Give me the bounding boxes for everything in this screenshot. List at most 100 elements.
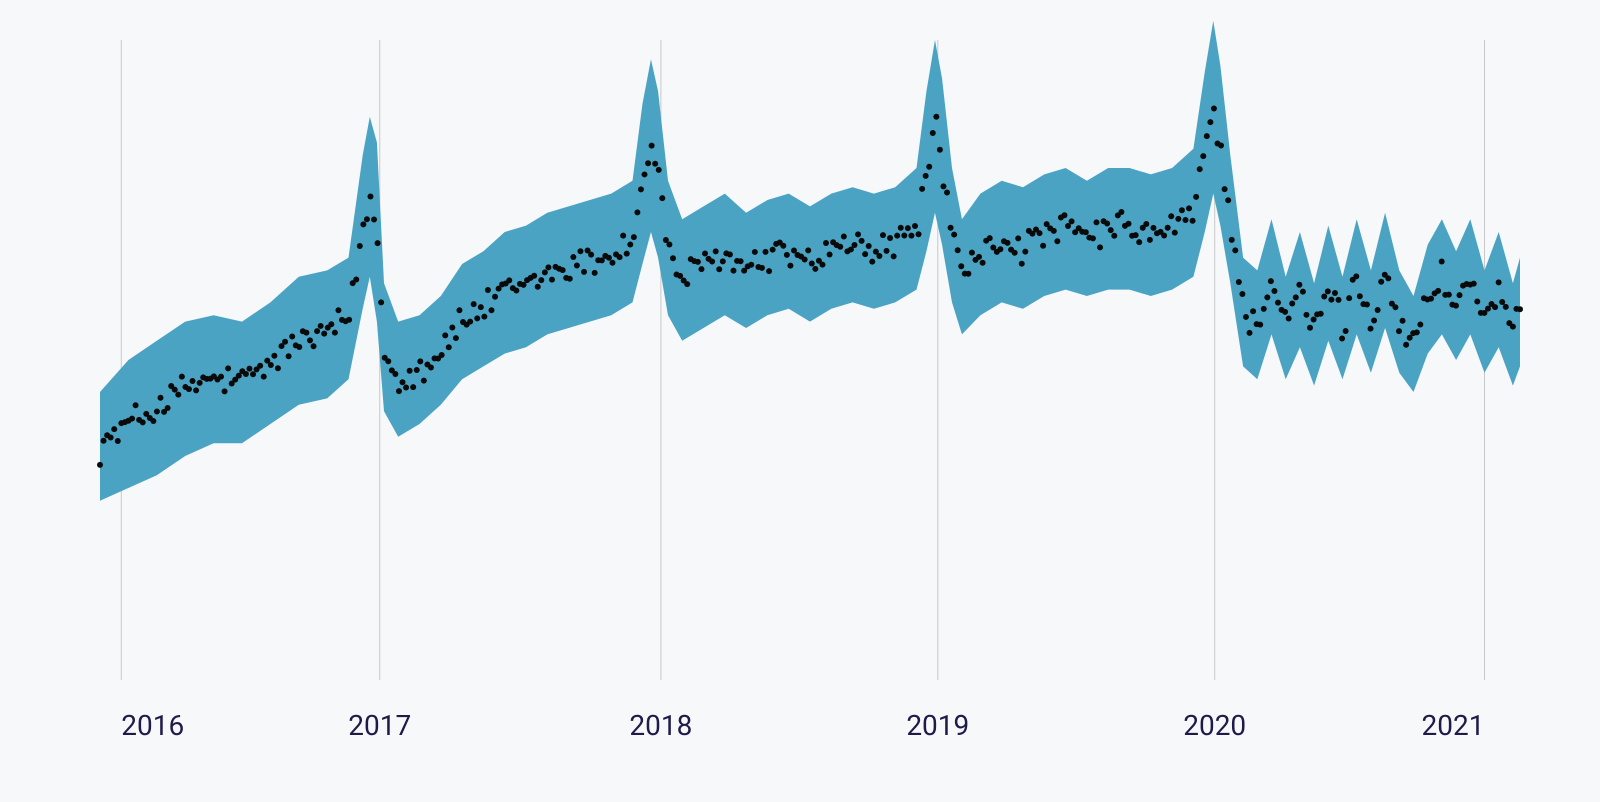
data-point bbox=[133, 402, 139, 408]
data-point bbox=[1243, 314, 1249, 320]
data-point bbox=[1510, 324, 1516, 330]
data-point bbox=[1492, 304, 1498, 310]
data-point bbox=[827, 252, 833, 258]
data-point bbox=[1289, 300, 1295, 306]
data-point bbox=[172, 387, 178, 393]
data-point bbox=[876, 253, 882, 259]
data-point bbox=[1012, 250, 1018, 256]
data-point bbox=[951, 232, 957, 238]
data-point bbox=[631, 234, 637, 240]
data-point bbox=[545, 264, 551, 270]
data-point bbox=[980, 260, 986, 266]
data-point bbox=[695, 259, 701, 265]
data-point bbox=[250, 371, 256, 377]
data-point bbox=[716, 266, 722, 272]
data-point bbox=[375, 240, 381, 246]
data-point bbox=[97, 462, 103, 468]
data-point bbox=[837, 244, 843, 250]
data-point bbox=[193, 387, 199, 393]
data-point bbox=[186, 386, 192, 392]
data-point bbox=[670, 255, 676, 261]
data-point bbox=[314, 328, 320, 334]
data-point bbox=[1247, 330, 1253, 336]
data-point bbox=[360, 221, 366, 227]
data-point bbox=[1257, 322, 1263, 328]
data-point bbox=[1303, 312, 1309, 318]
data-point bbox=[912, 223, 918, 229]
data-point bbox=[1503, 304, 1509, 310]
timeseries-chart: 201620172018201920202021 bbox=[0, 0, 1600, 802]
data-point bbox=[617, 254, 623, 260]
data-point bbox=[1392, 304, 1398, 310]
data-point bbox=[403, 385, 409, 391]
data-point bbox=[905, 225, 911, 231]
data-point bbox=[318, 323, 324, 329]
data-point bbox=[652, 161, 658, 167]
data-point bbox=[428, 364, 434, 370]
data-point bbox=[987, 235, 993, 241]
x-axis-label: 2017 bbox=[348, 709, 411, 742]
data-point bbox=[467, 319, 473, 325]
data-point bbox=[926, 164, 932, 170]
data-point bbox=[916, 231, 922, 237]
data-point bbox=[1275, 300, 1281, 306]
data-point bbox=[154, 409, 160, 415]
data-point bbox=[805, 247, 811, 253]
data-point bbox=[1517, 306, 1523, 312]
data-point bbox=[819, 262, 825, 268]
data-point bbox=[346, 317, 352, 323]
data-point bbox=[1335, 297, 1341, 303]
data-point bbox=[720, 258, 726, 264]
data-point bbox=[919, 186, 925, 192]
data-point bbox=[101, 438, 107, 444]
data-point bbox=[901, 232, 907, 238]
data-point bbox=[1318, 311, 1324, 317]
chart-container: 201620172018201920202021 bbox=[0, 0, 1600, 802]
data-point bbox=[1474, 298, 1480, 304]
data-point bbox=[748, 262, 754, 268]
data-point bbox=[1385, 275, 1391, 281]
data-point bbox=[1218, 142, 1224, 148]
data-point bbox=[759, 265, 765, 271]
data-point bbox=[1136, 239, 1142, 245]
data-point bbox=[1069, 218, 1075, 224]
data-point bbox=[1236, 279, 1242, 285]
data-point bbox=[1172, 230, 1178, 236]
data-point bbox=[150, 418, 156, 424]
data-point bbox=[1496, 279, 1502, 285]
data-point bbox=[140, 419, 146, 425]
data-point bbox=[1325, 288, 1331, 294]
data-point bbox=[1428, 296, 1434, 302]
data-point bbox=[570, 254, 576, 260]
data-point bbox=[549, 277, 555, 283]
data-point bbox=[560, 267, 566, 273]
data-point bbox=[880, 232, 886, 238]
data-point bbox=[1321, 294, 1327, 300]
data-point bbox=[478, 304, 484, 310]
data-point bbox=[1054, 238, 1060, 244]
data-point bbox=[624, 251, 630, 257]
data-point bbox=[862, 251, 868, 257]
data-point bbox=[1133, 232, 1139, 238]
data-point bbox=[542, 269, 548, 275]
data-point bbox=[1104, 220, 1110, 226]
data-point bbox=[884, 248, 890, 254]
data-point bbox=[1446, 292, 1452, 298]
data-point bbox=[666, 242, 672, 248]
data-point bbox=[111, 426, 117, 432]
data-point bbox=[449, 324, 455, 330]
data-point bbox=[268, 362, 274, 368]
data-point bbox=[1118, 209, 1124, 215]
data-point bbox=[488, 307, 494, 313]
data-point bbox=[787, 263, 793, 269]
data-point bbox=[1368, 326, 1374, 332]
data-point bbox=[158, 395, 164, 401]
data-point bbox=[1150, 225, 1156, 231]
data-point bbox=[577, 248, 583, 254]
data-point bbox=[766, 268, 772, 274]
data-point bbox=[976, 254, 982, 260]
data-point bbox=[1126, 221, 1132, 227]
data-point bbox=[335, 307, 341, 313]
data-point bbox=[1204, 133, 1210, 139]
data-point bbox=[1417, 321, 1423, 327]
